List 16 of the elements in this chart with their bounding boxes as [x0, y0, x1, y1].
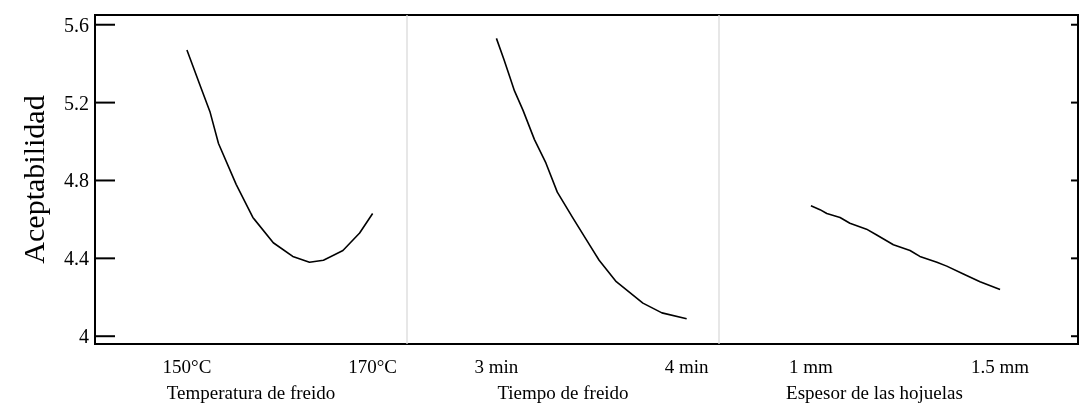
y-tick-label: 5.6 — [64, 13, 89, 36]
y-tick-label: 4.4 — [64, 247, 89, 270]
y-tick-label: 4.8 — [64, 169, 89, 192]
y-axis-title: Aceptabilidad — [17, 95, 50, 264]
x-tick-label: 1 mm — [789, 356, 834, 377]
x-axis-title: Tiempo de freido — [497, 382, 629, 403]
x-tick-label: 150°C — [162, 356, 212, 377]
y-tick-label: 4 — [79, 325, 89, 348]
x-tick-label: 1.5 mm — [971, 356, 1030, 377]
x-tick-label: 4 min — [664, 356, 710, 377]
x-axis-title: Espesor de las hojuelas — [786, 382, 963, 403]
x-tick-label: 170°C — [348, 356, 398, 377]
y-tick-label: 5.2 — [64, 91, 89, 114]
x-tick-label: 3 min — [474, 356, 519, 377]
line-series — [186, 49, 374, 264]
x-axis-title: Temperatura de freido — [166, 382, 336, 403]
